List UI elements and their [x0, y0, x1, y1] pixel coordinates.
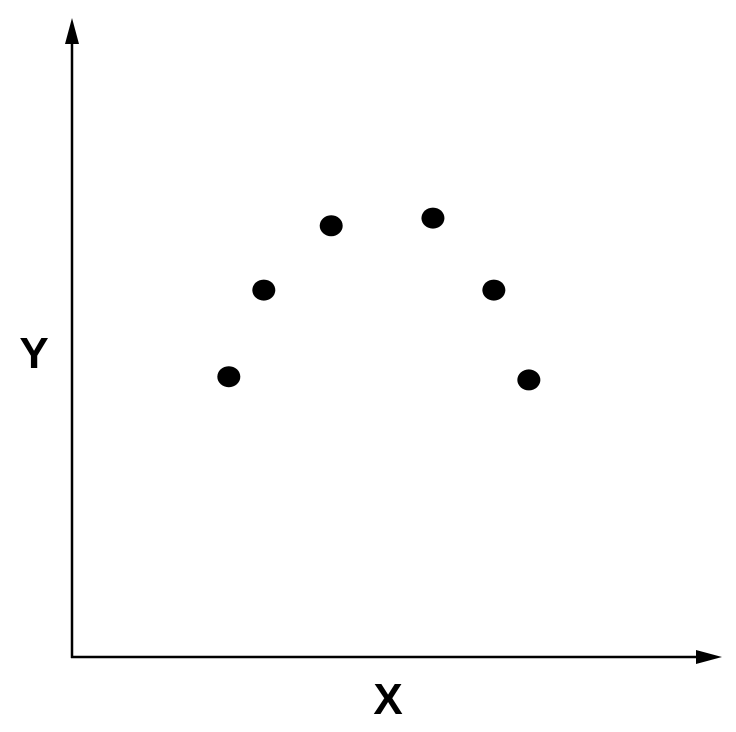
data-point-4: [421, 207, 445, 229]
y-axis-label: Y: [19, 329, 48, 378]
data-point-5: [482, 279, 506, 301]
x-axis-arrow-icon: [696, 650, 722, 664]
x-axis-label: X: [373, 675, 402, 724]
data-points: [217, 207, 541, 391]
data-point-2: [252, 279, 276, 301]
data-point-6: [517, 369, 541, 391]
data-point-3: [319, 215, 343, 237]
y-axis-arrow-icon: [65, 18, 79, 44]
data-point-1: [217, 366, 241, 388]
